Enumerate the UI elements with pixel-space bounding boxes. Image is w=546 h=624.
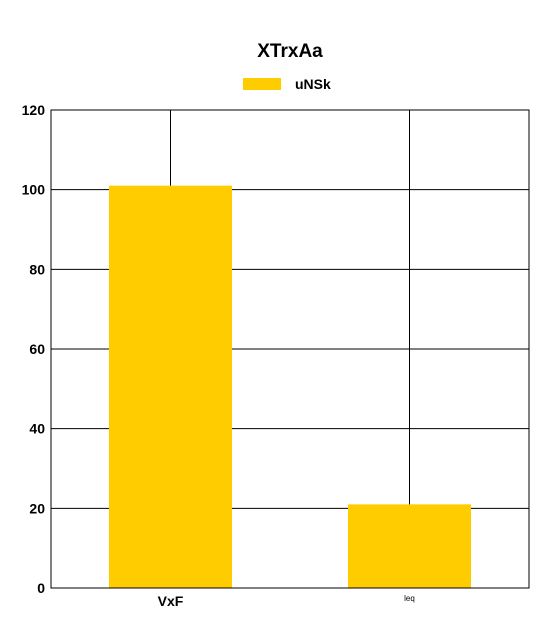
y-tick-label: 20 bbox=[29, 500, 45, 516]
x-axis-ticks: VxF leq bbox=[158, 593, 415, 609]
bar-leq bbox=[348, 504, 471, 588]
y-tick-label: 100 bbox=[22, 182, 46, 198]
x-tick-label: VxF bbox=[158, 593, 184, 609]
legend-swatch bbox=[243, 78, 281, 90]
bars bbox=[109, 185, 471, 588]
plot-frame bbox=[50, 109, 530, 589]
y-axis-ticks: 0 20 40 60 80 100 120 bbox=[22, 102, 46, 596]
bar-VxF bbox=[109, 185, 232, 588]
chart-title: XTrxAa bbox=[257, 41, 323, 62]
y-tick-label: 80 bbox=[29, 261, 45, 277]
y-tick-label: 40 bbox=[29, 421, 45, 437]
x-tick-label: leq bbox=[404, 594, 415, 603]
legend: uNSk bbox=[243, 76, 331, 92]
y-tick-label: 60 bbox=[29, 341, 45, 357]
y-tick-label: 120 bbox=[22, 102, 46, 118]
legend-label: uNSk bbox=[295, 76, 331, 92]
y-tick-label: 0 bbox=[37, 580, 45, 596]
